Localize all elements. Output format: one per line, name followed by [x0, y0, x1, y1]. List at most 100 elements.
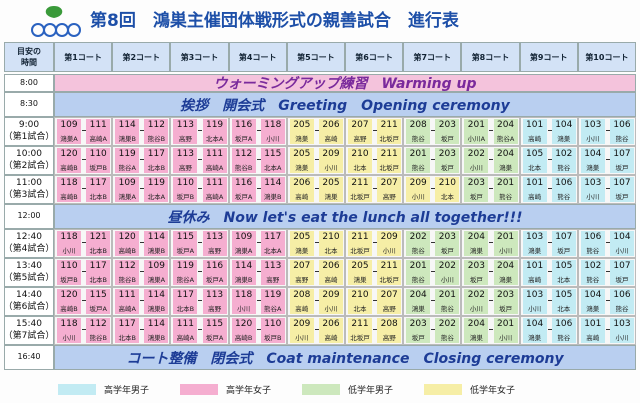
team-number: 116: [235, 120, 253, 131]
dash: [82, 130, 87, 131]
team-number: 207: [351, 120, 369, 131]
team-number: 112: [235, 149, 253, 160]
dash: [373, 188, 378, 189]
dash: [256, 130, 261, 131]
team-name: 鴻巣: [469, 246, 483, 255]
team: 206 高崎: [318, 119, 343, 144]
dash: [489, 188, 494, 189]
team: 112 熊谷B: [144, 119, 169, 144]
team: 103 小川: [580, 119, 605, 144]
time: 9:00: [18, 120, 40, 131]
dash: [198, 329, 203, 330]
banner: 昼休み Now let's eat the lunch all together…: [54, 204, 636, 229]
team-number: 116: [205, 261, 224, 272]
team-number: 104: [584, 149, 602, 160]
team-number: 110: [60, 261, 78, 272]
time: 16:40: [17, 352, 41, 362]
dash: [605, 329, 610, 330]
team: 209 小川: [289, 318, 314, 343]
team: 119 北本A: [144, 177, 169, 202]
team: 105 北本: [522, 148, 547, 173]
team-name: 高野: [208, 304, 222, 313]
team: 107 坂戸: [609, 260, 634, 285]
team-name: 熊谷: [440, 333, 454, 342]
team-number: 208: [409, 120, 427, 131]
team: 208 熊谷: [406, 119, 431, 144]
time: 12:00: [17, 211, 41, 221]
time: 13:40: [16, 261, 42, 272]
time: 12:40: [16, 232, 42, 243]
dash: [82, 242, 87, 243]
team: 117 北本B: [86, 260, 111, 285]
team-number: 211: [380, 149, 398, 160]
team-number: 208: [380, 319, 398, 330]
dash: [314, 329, 319, 330]
team-number: 120: [118, 232, 136, 243]
team: 103 小川: [580, 177, 605, 202]
round: （第7試合）: [4, 330, 54, 341]
team: 120 高崎B: [57, 289, 81, 314]
court-cell: 103 小川 105 北本: [519, 287, 578, 316]
dash: [489, 329, 494, 330]
team-number: 118: [60, 178, 78, 189]
court-cell: 106 熊谷 104 小川: [577, 229, 636, 258]
dash: [256, 188, 261, 189]
team-name: 坂戸B: [89, 163, 107, 172]
team: 202 小川: [464, 148, 489, 173]
team: 207 高野: [377, 289, 402, 314]
team: 119 熊谷A: [260, 289, 285, 314]
team-name: 高崎: [528, 192, 542, 201]
team-name: 北本B: [89, 275, 107, 284]
team-name: 鴻巣: [295, 134, 309, 143]
team-number: 111: [118, 290, 136, 301]
team-number: 208: [293, 290, 311, 301]
team-number: 104: [584, 290, 602, 301]
team: 204 鴻巣: [493, 148, 518, 173]
team-name: 坂戸: [615, 275, 629, 284]
court-cell: 203 坂戸 202 熊谷: [403, 316, 462, 345]
team-number: 114: [264, 178, 282, 189]
dash: [547, 159, 552, 160]
team-number: 113: [205, 290, 224, 301]
team: 113 高野: [173, 119, 198, 144]
team-name: 坂戸: [615, 192, 629, 201]
court-cell: 117 北本B 114 鴻巣B: [112, 316, 171, 345]
team-number: 211: [351, 232, 369, 243]
team: 107 坂戸: [609, 148, 634, 173]
team-name: 鴻巣A: [118, 192, 136, 201]
team-name: 鴻巣: [586, 163, 600, 172]
team: 114 鴻巣B: [144, 231, 169, 256]
team-number: 110: [89, 149, 107, 160]
team-name: 坂戸: [499, 304, 513, 313]
team-number: 209: [322, 149, 340, 160]
dash: [198, 271, 203, 272]
team-name: 北坂戸: [379, 163, 399, 172]
time: 10:00: [16, 149, 42, 160]
court-cell: 114 鴻巣B 112 熊谷B: [112, 117, 171, 146]
team: 205 鴻巣: [289, 148, 314, 173]
team: 201 熊谷: [435, 289, 460, 314]
court-cell: 105 北本 102 熊谷: [519, 146, 578, 175]
team-name: 高崎B: [118, 246, 136, 255]
court-cell: 116 坂戸A 118 小川: [228, 117, 287, 146]
team-name: 高崎B: [234, 333, 253, 342]
round: （第2試合）: [4, 160, 54, 171]
court-cell: 119 熊谷A 116 坂戸A: [170, 258, 229, 287]
team-name: 鴻巣: [586, 304, 600, 313]
team-name: 熊谷A: [118, 163, 136, 172]
team-number: 207: [293, 261, 311, 272]
court-cell: 207 高野 211 北坂戸: [345, 117, 404, 146]
team-number: 115: [205, 319, 224, 330]
team-number: 119: [264, 290, 282, 301]
team-name: 小川: [62, 333, 76, 342]
court-cell: 104 鴻巣 106 熊谷: [519, 316, 578, 345]
team-name: 鴻巣: [469, 333, 483, 342]
court-cell: 102 熊谷 107 坂戸: [577, 258, 636, 287]
team-number: 118: [60, 319, 78, 330]
team-name: 小川: [528, 304, 542, 313]
team-number: 106: [584, 232, 602, 243]
dash: [489, 242, 494, 243]
team-number: 117: [118, 319, 136, 330]
team-name: 熊谷: [586, 275, 600, 284]
court-cell: 110 坂戸B 117 北本B: [54, 258, 113, 287]
